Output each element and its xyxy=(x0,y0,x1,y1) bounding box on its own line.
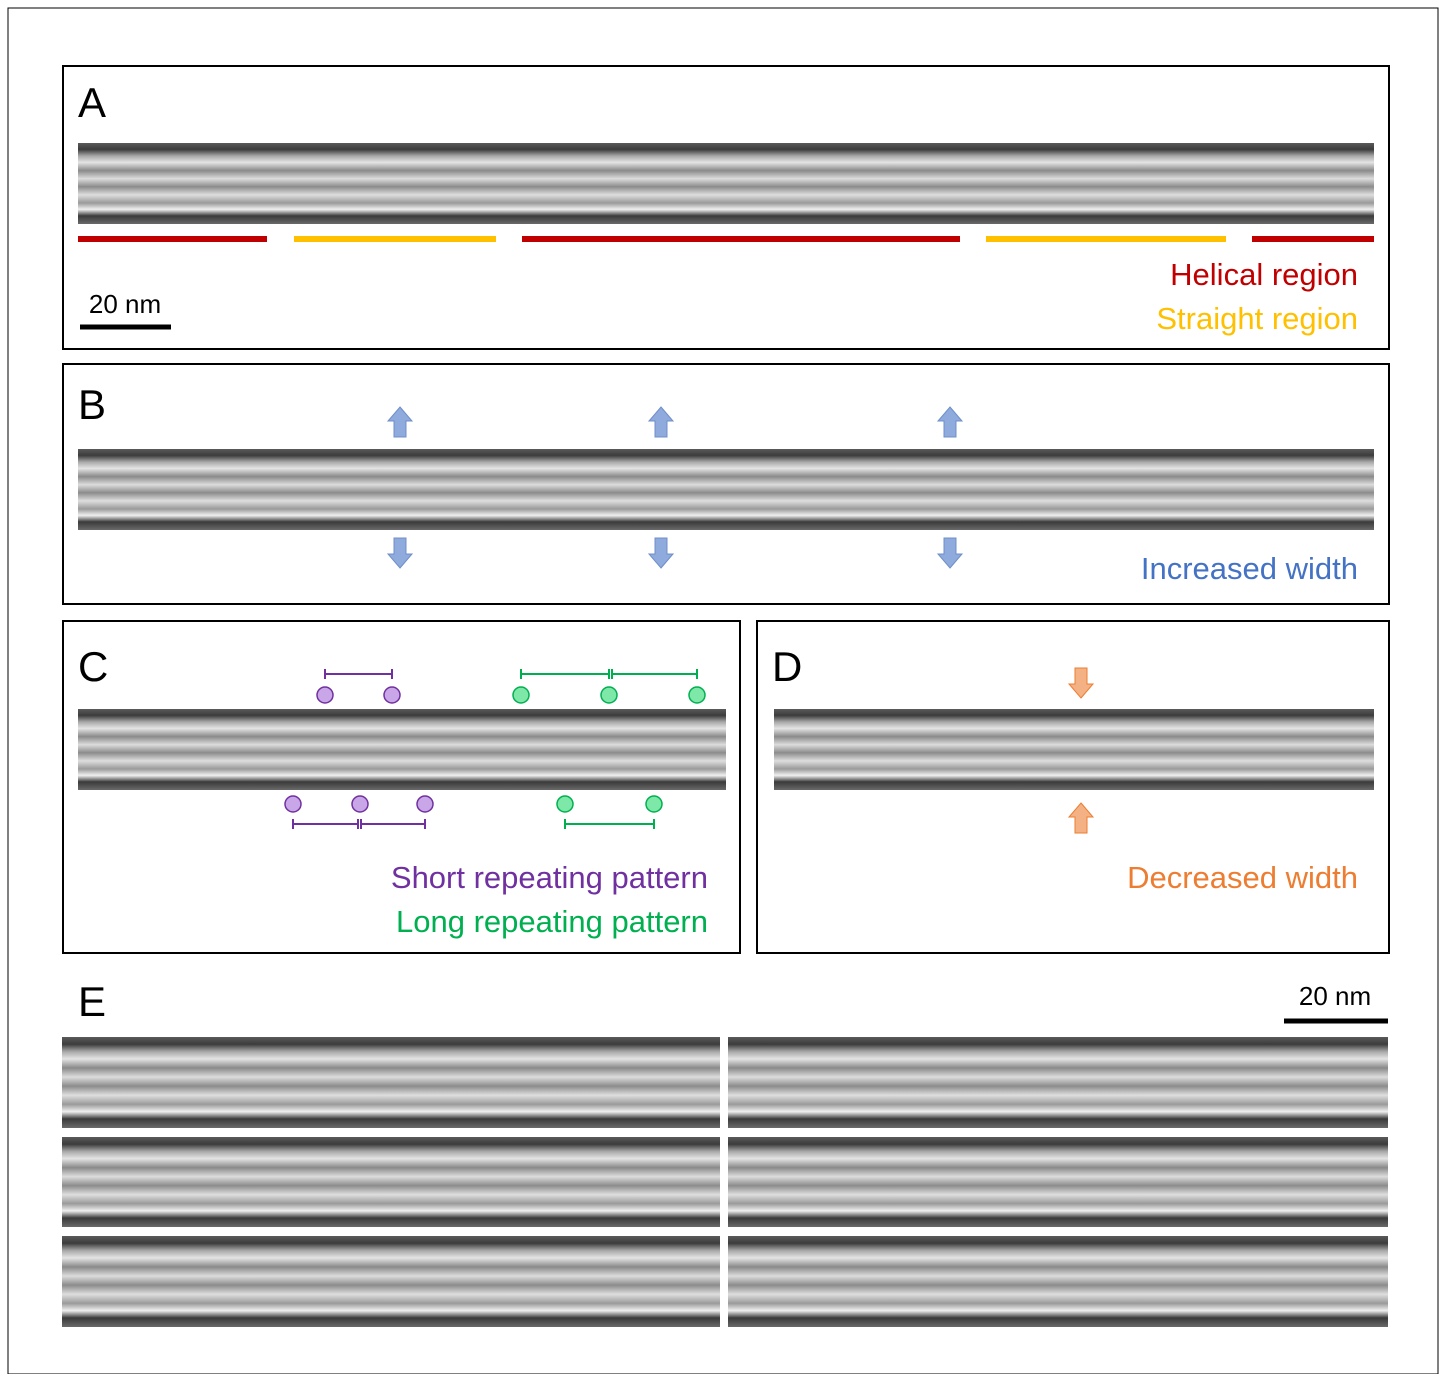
outer-frame xyxy=(7,7,1439,1374)
arrow-down xyxy=(386,537,414,569)
repeat-marker xyxy=(556,795,574,813)
scale-bar-label: 20 nm xyxy=(89,289,161,319)
panel-label: D xyxy=(772,643,802,690)
panel-label: E xyxy=(78,978,106,1025)
legend-text: Helical region xyxy=(1170,257,1358,292)
legend-text: Straight region xyxy=(1156,301,1358,336)
panel-label: B xyxy=(78,381,106,428)
arrow-down xyxy=(1067,667,1095,699)
panel-label: A xyxy=(78,79,106,126)
filament-image xyxy=(728,1236,1388,1327)
filament-image xyxy=(728,1137,1388,1227)
panel-label: C xyxy=(78,643,108,690)
panel-a-frame xyxy=(62,65,1390,350)
filament-image xyxy=(62,1236,720,1327)
arrow-up xyxy=(936,406,964,438)
scale-bar-label: 20 nm xyxy=(1299,981,1371,1011)
filament-image xyxy=(62,1037,720,1128)
legend-text: Increased width xyxy=(1141,551,1358,586)
legend-text: Long repeating pattern xyxy=(396,904,708,939)
repeat-marker xyxy=(416,795,434,813)
arrow-up xyxy=(1067,802,1095,834)
repeat-marker xyxy=(512,686,530,704)
panel-c-frame xyxy=(62,620,741,954)
repeat-marker xyxy=(600,686,618,704)
arrow-up xyxy=(386,406,414,438)
filament-image xyxy=(78,709,726,790)
filament-image xyxy=(774,709,1374,790)
repeat-marker xyxy=(316,686,334,704)
filament-image xyxy=(78,143,1374,224)
filament-image xyxy=(78,449,1374,530)
legend-text: Decreased width xyxy=(1127,860,1358,895)
arrow-down xyxy=(936,537,964,569)
filament-image xyxy=(728,1037,1388,1128)
repeat-marker xyxy=(284,795,302,813)
filament-image xyxy=(62,1137,720,1227)
repeat-marker xyxy=(688,686,706,704)
panel-d-frame xyxy=(756,620,1390,954)
arrow-down xyxy=(647,537,675,569)
repeat-marker xyxy=(645,795,663,813)
legend-text: Short repeating pattern xyxy=(391,860,708,895)
filament-gallery xyxy=(62,1037,1388,1327)
arrow-up xyxy=(647,406,675,438)
repeat-marker xyxy=(383,686,401,704)
panel-b-frame xyxy=(62,363,1390,605)
repeat-marker xyxy=(351,795,369,813)
